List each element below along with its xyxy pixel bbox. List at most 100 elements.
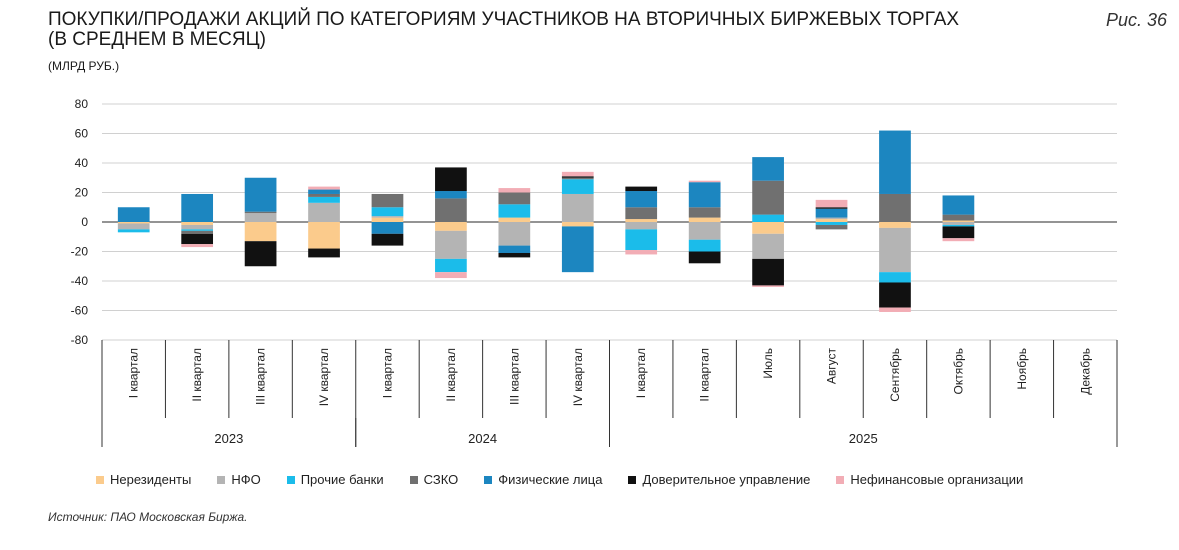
legend-swatch — [484, 475, 493, 484]
bar-segment-nfo — [625, 222, 658, 230]
category-label: III квартал — [254, 348, 268, 405]
bar-segment-banks — [942, 224, 975, 227]
chart-unit: (МЛРД РУБ.) — [48, 59, 120, 73]
bar-segment-szko — [435, 198, 467, 222]
category-label: IV квартал — [317, 348, 331, 406]
source-note: Источник: ПАО Московская Биржа. — [48, 510, 248, 524]
bar-segment-banks — [688, 239, 721, 252]
legend-label: Нефинансовые организации — [850, 472, 1024, 487]
bar-segment-nfo — [498, 222, 531, 246]
bar-segment-nonres — [435, 222, 467, 231]
bar-segment-nfo — [435, 230, 467, 259]
bar-segment-nonres — [308, 222, 340, 249]
stacked-bar-chart: 80 60 40 20 0 -20 -40 -60 -80 I квартал II квартал… — [71, 97, 1118, 447]
legend-label: Нерезиденты — [110, 472, 192, 487]
bar-segment-banks — [815, 222, 848, 225]
group-label: 2025 — [849, 431, 878, 446]
category-label: I квартал — [380, 348, 394, 398]
chart-title: ПОКУПКИ/ПРОДАЖИ АКЦИЙ ПО КАТЕГОРИЯМ УЧАС… — [48, 10, 1008, 50]
bar-segment-nfo — [561, 193, 594, 222]
bar-segment-phys — [879, 130, 911, 194]
bar-segment-du — [371, 233, 404, 246]
bar-segment-du — [244, 241, 277, 267]
bar-segment-nonres — [244, 222, 277, 242]
legend-label: Доверительное управление — [642, 472, 811, 487]
bar-segment-szko — [625, 207, 658, 220]
bar-segment-nfo — [181, 224, 214, 230]
bar-segment-nonfin — [498, 188, 531, 193]
bar-segment-nfo — [308, 202, 340, 222]
bar-segment-nonres — [752, 222, 784, 234]
category-label: II квартал — [444, 348, 458, 402]
bar-segment-du — [498, 252, 531, 258]
bar-segment-nfo — [371, 216, 404, 218]
category-label: I квартал — [127, 348, 141, 398]
bar-segment-nonres — [561, 222, 594, 227]
legend-item-szko: СЗКО — [409, 472, 459, 487]
bar-segment-phys — [117, 207, 150, 222]
bar-segment-nfo — [117, 223, 150, 230]
bar-segment-banks — [308, 196, 340, 203]
bar-segment-szko — [879, 193, 911, 222]
category-label: IV квартал — [571, 348, 585, 406]
bar-segment-nonfin — [688, 180, 721, 183]
legend-label: Прочие банки — [300, 472, 384, 487]
y-tick-label: -20 — [71, 245, 89, 259]
legend-item-du: Доверительное управление — [628, 472, 810, 487]
y-tick-label: -80 — [71, 333, 89, 347]
bar-segment-banks — [752, 214, 784, 222]
bar-segment-nfo — [752, 233, 784, 259]
bar-segment-szko — [498, 192, 531, 205]
bar-segment-szko — [371, 193, 404, 208]
legend-item-nonfin: Нефинансовые организации — [836, 472, 1023, 487]
bar-segment-phys — [688, 182, 721, 208]
bar-segment-szko — [942, 214, 975, 221]
bar-segment-phys — [244, 177, 277, 212]
bar-segment-du — [815, 207, 848, 209]
bar-segment-szko — [561, 177, 594, 180]
bar-segment-phys — [561, 226, 594, 273]
bar-segment-du — [942, 226, 975, 239]
bar-segment-phys — [435, 191, 467, 199]
bar-segment-nonfin — [181, 244, 214, 248]
legend-label: СЗКО — [423, 472, 459, 487]
legend-swatch — [217, 475, 226, 484]
bar-segment-du — [879, 282, 911, 308]
bar-segment-nonres — [879, 222, 911, 228]
bar-segment-nonfin — [435, 272, 467, 279]
bar-segment-du — [435, 167, 467, 192]
bar-segment-phys — [942, 195, 975, 215]
bar-segment-nonres — [815, 219, 848, 222]
category-label: II квартал — [698, 348, 712, 402]
bar-segment-nfo — [815, 217, 848, 220]
legend-label: Физические лица — [498, 472, 603, 487]
legend-item-banks: Прочие банки — [286, 472, 384, 487]
bar-segment-phys — [498, 245, 531, 253]
bar-segment-szko — [688, 207, 721, 218]
bar-segment-nonfin — [561, 171, 594, 177]
legend-item-phys: Физические лица — [484, 472, 602, 487]
y-tick-label: 20 — [75, 186, 89, 200]
bar-segment-szko — [308, 193, 340, 197]
y-tick-label: 60 — [75, 127, 89, 141]
chart-title-line1: ПОКУПКИ/ПРОДАЖИ АКЦИЙ ПО КАТЕГОРИЯМ УЧАС… — [48, 9, 960, 30]
y-tick-label: 40 — [75, 156, 89, 170]
bar-segment-du — [752, 258, 784, 286]
category-label: II квартал — [190, 348, 204, 402]
y-tick-label: 80 — [75, 97, 89, 111]
y-tick-label: -60 — [71, 304, 89, 318]
bar-segment-szko — [181, 230, 214, 234]
category-label: Ноябрь — [1015, 348, 1029, 390]
legend-swatch — [836, 475, 845, 484]
bar-segment-banks — [498, 204, 531, 218]
bar-segment-nfo — [879, 227, 911, 273]
category-label: Декабрь — [1078, 348, 1092, 395]
group-label: 2023 — [214, 431, 243, 446]
chart-legend: Нерезиденты НФО Прочие банки СЗКО Физические… — [96, 472, 1049, 487]
bar-segment-phys — [815, 208, 848, 218]
bar-segment-nonres — [181, 222, 214, 225]
bar-segment-nfo — [688, 222, 721, 240]
bar-segment-szko — [815, 224, 848, 230]
legend-swatch — [286, 475, 295, 484]
bar-segment-nonres — [688, 217, 721, 222]
